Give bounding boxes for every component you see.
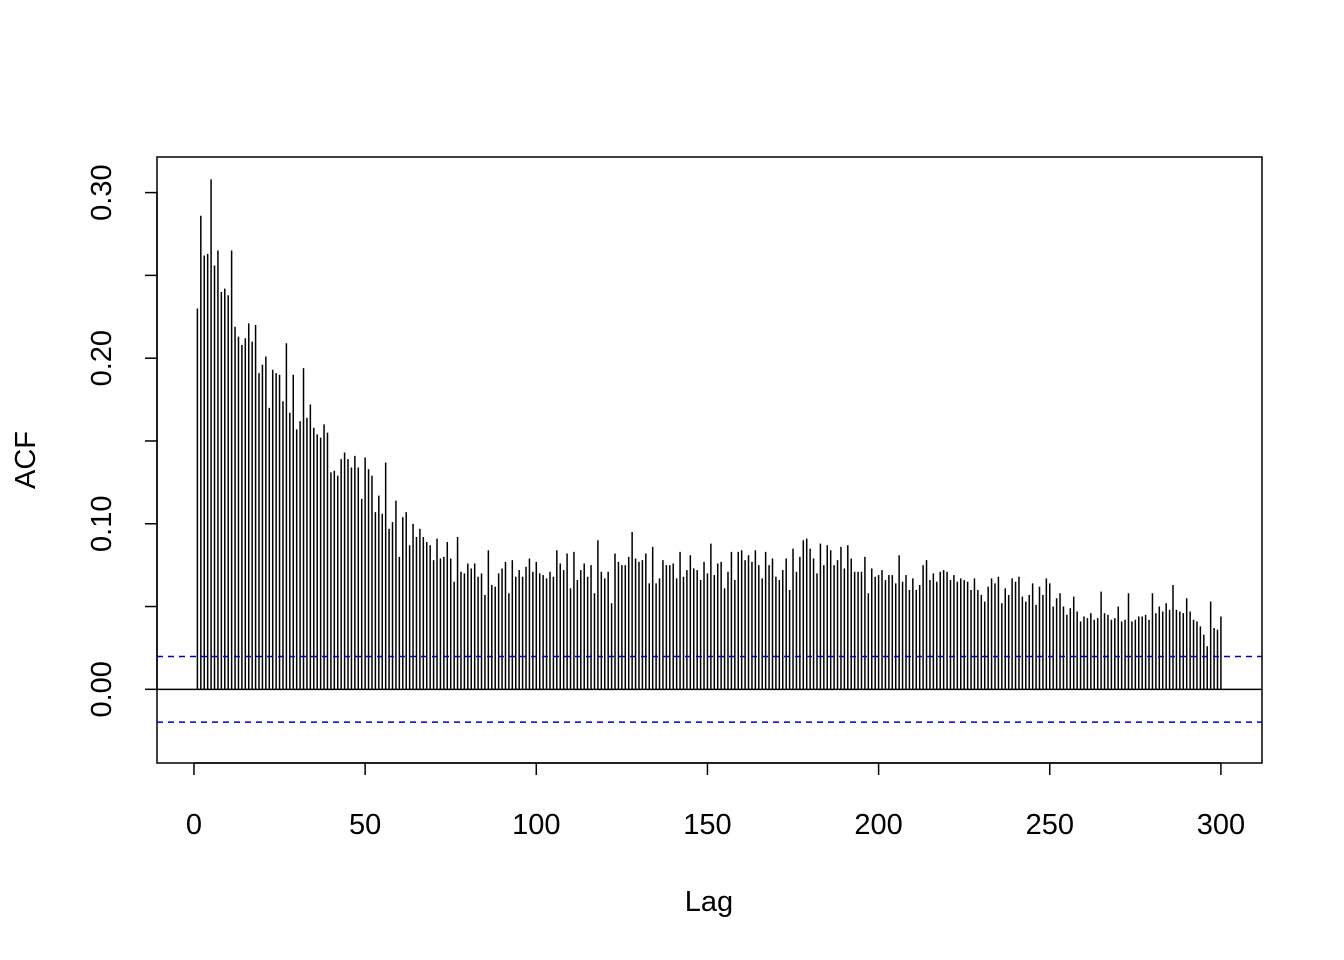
y-axis: 0.00 0.10 0.20 0.30: [86, 164, 158, 718]
y-tick-label: 0.10: [86, 496, 118, 552]
acf-bars: [196, 179, 1222, 690]
x-axis: 0 50 100 150 200 250 300: [186, 762, 1245, 841]
confidence-bounds: [157, 655, 1262, 723]
y-axis-label: ACF: [10, 431, 42, 489]
x-tick-label: 250: [1026, 809, 1074, 841]
x-tick-label: 100: [512, 809, 560, 841]
x-axis-label: Lag: [685, 886, 733, 918]
y-tick-label: 0.20: [86, 330, 118, 386]
x-tick-label: 300: [1197, 809, 1245, 841]
x-tick-label: 150: [683, 809, 731, 841]
x-tick-label: 0: [186, 809, 202, 841]
x-tick-label: 50: [349, 809, 381, 841]
y-tick-label: 0.00: [86, 661, 118, 717]
y-tick-label: 0.30: [86, 164, 118, 220]
x-tick-label: 200: [854, 809, 902, 841]
